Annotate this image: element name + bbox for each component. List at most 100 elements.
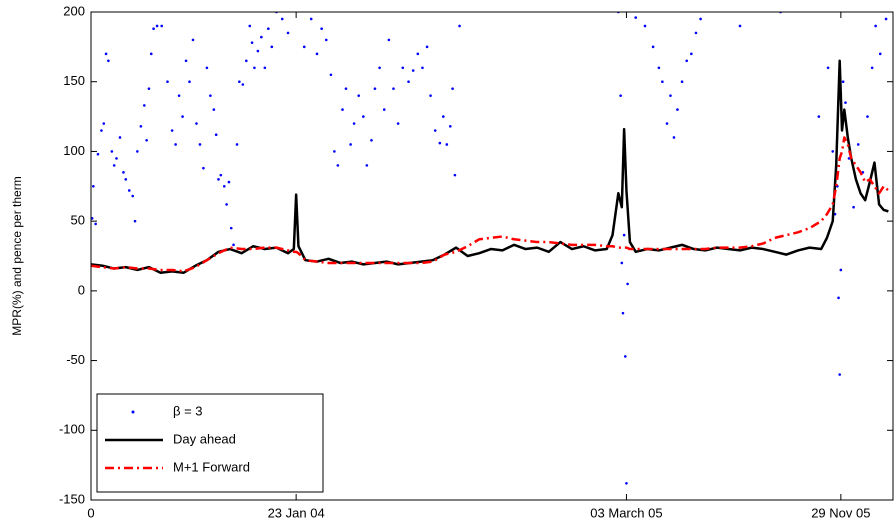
scatter-point	[382, 108, 386, 111]
scatter-point	[195, 122, 198, 125]
scatter-point	[841, 80, 845, 84]
scatter-point	[174, 143, 177, 146]
scatter-point	[280, 17, 284, 21]
scatter-point	[198, 143, 202, 146]
scatter-point	[676, 108, 679, 111]
scatter-point	[401, 66, 405, 70]
scatter-point	[184, 59, 188, 63]
scatter-point	[131, 194, 135, 198]
scatter-point	[438, 141, 442, 145]
y-tick-label: 0	[78, 282, 85, 297]
scatter-point	[349, 143, 352, 146]
data-line	[91, 59, 889, 274]
scatter-point	[665, 122, 669, 125]
scatter-point	[235, 143, 239, 146]
scatter-point	[685, 59, 689, 63]
scatter-point	[852, 205, 855, 209]
scatter-point	[341, 108, 344, 111]
scatter-point	[91, 217, 94, 220]
scatter-point	[149, 52, 153, 56]
scatter-point	[738, 24, 742, 28]
scatter-point	[396, 122, 400, 125]
legend-box	[96, 393, 324, 493]
scatter-point	[263, 66, 267, 70]
scatter-point	[429, 94, 432, 97]
scatter-point	[245, 59, 248, 63]
scatter-point	[884, 17, 888, 21]
scatter-point	[387, 38, 391, 42]
scatter-point	[238, 80, 241, 84]
scatter-point	[152, 27, 155, 31]
scatter-point	[451, 87, 454, 90]
scatter-point	[826, 66, 830, 70]
scatter-point	[458, 24, 461, 28]
scatter-point	[333, 150, 336, 153]
scatter-point	[102, 122, 106, 125]
scatter-point	[856, 143, 860, 146]
scatter-point	[643, 24, 647, 28]
scatter-point	[188, 80, 191, 84]
scatter-point	[336, 164, 340, 167]
scatter-point	[219, 173, 223, 177]
plot-series	[91, 12, 890, 485]
scatter-point	[160, 24, 163, 28]
scatter-point	[225, 203, 228, 206]
scatter-point	[260, 35, 263, 39]
scatter-point	[625, 481, 628, 485]
y-tick-label: -100	[59, 422, 85, 437]
legend-label: M+1 Forward	[173, 459, 250, 474]
scatter-point	[619, 94, 622, 97]
scatter-point	[657, 66, 661, 70]
scatter-point	[699, 17, 702, 21]
scatter-point	[433, 129, 437, 132]
scatter-point	[253, 66, 256, 70]
scatter-point	[344, 87, 348, 90]
scatter-point	[329, 73, 333, 77]
scatter-point	[127, 189, 131, 192]
scatter-point	[352, 122, 356, 125]
scatter-point	[669, 94, 672, 97]
scatter-point	[181, 115, 184, 118]
scatter-point	[365, 164, 369, 167]
scatter-point	[104, 52, 108, 56]
scatter-point	[690, 52, 693, 56]
axes-frame	[90, 11, 894, 501]
scatter-point	[831, 150, 835, 153]
scatter-point	[378, 66, 381, 70]
scatter-point	[205, 66, 209, 70]
scatter-point	[874, 24, 877, 28]
y-tick-label: -50	[66, 352, 85, 367]
scatter-point	[416, 52, 420, 56]
x-tick-label: 29 Nov 05	[811, 505, 870, 520]
x-tick-label: 0	[87, 505, 94, 520]
scatter-point	[315, 52, 319, 56]
scatter-point	[870, 66, 874, 70]
scatter-point	[92, 184, 95, 188]
scatter-point	[139, 125, 143, 128]
scatter-point	[425, 45, 429, 49]
scatter-point	[170, 129, 174, 132]
scatter-point	[370, 138, 373, 142]
scatter-point	[270, 45, 274, 49]
scatter-point	[407, 80, 410, 84]
scatter-point	[241, 83, 245, 86]
scatter-point	[621, 311, 625, 315]
scatter-point	[96, 152, 100, 156]
scatter-point	[837, 296, 840, 300]
scatter-point	[147, 87, 151, 90]
scatter-point	[651, 45, 655, 49]
scatter-point	[100, 129, 103, 132]
scatter-point	[115, 157, 118, 160]
scatter-point	[622, 233, 626, 237]
scatter-point	[227, 180, 231, 184]
scatter-point	[844, 101, 847, 104]
scatter-point	[214, 133, 218, 136]
scatter-point	[256, 49, 260, 53]
scatter-point	[672, 136, 676, 139]
x-tick-label: 03 March 05	[590, 505, 662, 520]
scatter-point	[286, 31, 290, 35]
scatter-point	[839, 268, 843, 272]
scatter-point	[166, 80, 169, 84]
scatter-point	[177, 94, 181, 97]
y-tick-label: 150	[63, 73, 85, 88]
